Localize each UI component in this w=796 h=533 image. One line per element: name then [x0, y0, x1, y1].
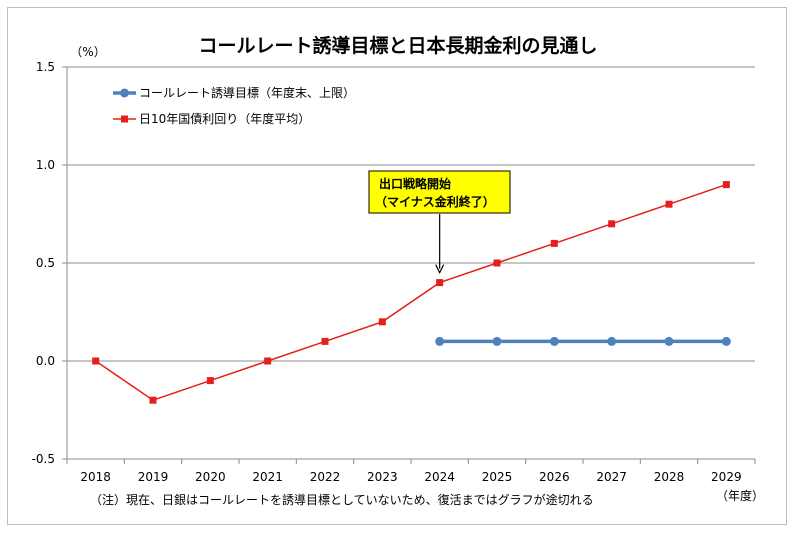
footnote: （注）現在、日銀はコールレートを誘導目標としていないため、復活まではグラフが途切… [90, 492, 594, 507]
data-point [665, 200, 673, 208]
x-tick-label: 2018 [80, 470, 111, 484]
data-point [549, 336, 559, 346]
series-line [95, 183, 727, 402]
legend-marker [120, 88, 129, 98]
x-tick-label: 2027 [596, 470, 627, 484]
legend-label: コールレート誘導目標（年度末、上限） [139, 85, 355, 100]
data-point [721, 336, 731, 346]
data-point [664, 336, 674, 346]
data-point [608, 220, 616, 228]
x-tick-label: 2024 [424, 470, 455, 484]
series-jgb-10y [92, 181, 730, 404]
data-point [92, 357, 100, 365]
chart-frame [7, 7, 787, 525]
y-tick-label: 0.0 [36, 354, 55, 368]
annotation-line-2: （マイナス金利終了） [375, 194, 495, 209]
annotation-arrow-head [435, 264, 445, 274]
x-tick-label: 2029 [711, 470, 742, 484]
y-tick-labels: 1.5 1.0 0.5 0.0 -0.5 [32, 60, 55, 466]
x-tick-label: 2023 [367, 470, 398, 484]
x-tick-label: 2022 [310, 470, 341, 484]
legend-marker [121, 115, 128, 123]
data-point [378, 318, 386, 326]
data-point [206, 377, 214, 385]
data-point [436, 279, 444, 287]
x-tick-label: 2020 [195, 470, 226, 484]
data-point [321, 337, 329, 345]
x-tick-label: 2025 [482, 470, 513, 484]
annotation-box [368, 170, 511, 214]
annotation: 出口戦略開始 （マイナス金利終了） [368, 170, 511, 274]
data-point [550, 239, 558, 247]
x-tick-label: 2028 [654, 470, 685, 484]
data-point [722, 181, 730, 189]
y-tick-label: 1.5 [36, 60, 55, 74]
data-point [149, 396, 157, 404]
annotation-line-1: 出口戦略開始 [379, 176, 451, 191]
data-point [607, 336, 617, 346]
data-point [264, 357, 272, 365]
y-tick-label: 0.5 [36, 256, 55, 270]
chart-title: コールレート誘導目標と日本長期金利の見通し [198, 34, 597, 57]
x-tick-label: 2021 [252, 470, 283, 484]
x-axis-unit: （年度） [716, 488, 764, 503]
series-call-rate [435, 336, 731, 346]
data-point [435, 336, 445, 346]
x-tick-label: 2026 [539, 470, 570, 484]
x-tick-labels: 2018 2019 2020 2021 2022 2023 2024 2025 2026 2027… [80, 470, 741, 484]
x-tick-label: 2019 [138, 470, 169, 484]
series-layer [92, 181, 731, 404]
axes [62, 66, 756, 464]
legend-label: 日10年国債利回り（年度平均） [139, 111, 310, 126]
y-axis-unit: （%） [70, 45, 105, 59]
data-point [492, 336, 502, 346]
data-point [493, 259, 501, 267]
y-tick-label: -0.5 [32, 452, 55, 466]
y-tick-label: 1.0 [36, 158, 55, 172]
legend: コールレート誘導目標（年度末、上限） 日10年国債利回り（年度平均） [113, 85, 355, 126]
